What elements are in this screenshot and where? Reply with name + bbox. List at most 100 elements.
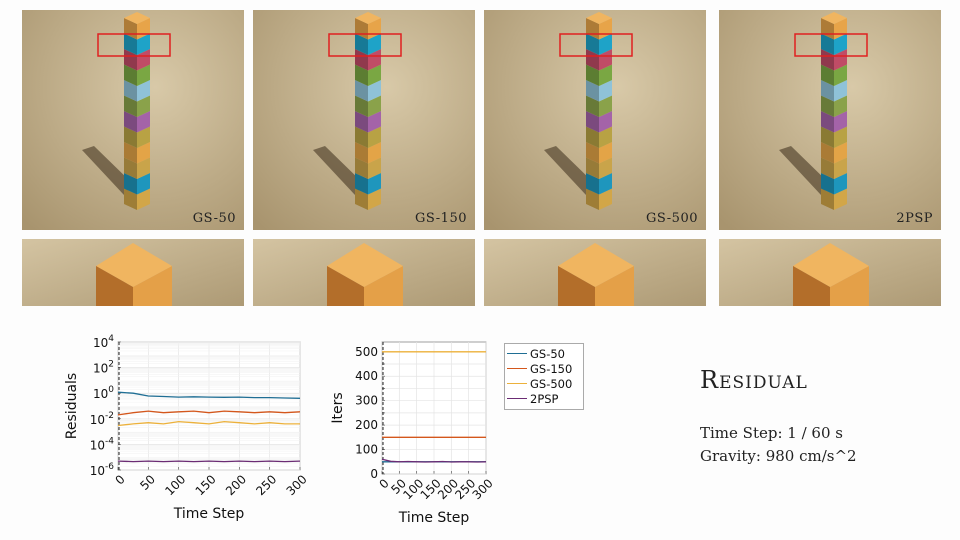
block-left-face <box>124 173 137 195</box>
zoom-panel-gs50 <box>22 239 244 306</box>
block-left-face <box>124 33 137 55</box>
highlight-box <box>794 33 868 57</box>
block-right-face <box>364 266 403 306</box>
series-line-gs500 <box>117 420 300 427</box>
block-left-face <box>821 173 834 195</box>
panel-label: GS-50 <box>192 211 236 226</box>
block-right-face <box>834 173 847 195</box>
block-left-face <box>355 64 368 86</box>
block-left-face <box>124 126 137 148</box>
block-right-face <box>599 64 612 86</box>
render-panel-gs50: GS-50 <box>22 10 244 230</box>
block-right-face <box>834 64 847 86</box>
block-left-face <box>821 142 834 164</box>
block-left-face <box>124 142 137 164</box>
y-tick-label: 10-6 <box>90 462 115 478</box>
page-title: Residual <box>700 366 808 394</box>
y-tick-label: 200 <box>355 418 378 432</box>
block-left-face <box>586 33 599 55</box>
block-right-face <box>834 49 847 71</box>
block-right-face <box>368 173 381 195</box>
x-axis-label: Time Step <box>398 510 470 526</box>
block-left-face <box>355 173 368 195</box>
legend-label: 2PSP <box>530 391 559 406</box>
block-right-face <box>834 111 847 133</box>
block-top-face <box>586 12 612 24</box>
tower-scene <box>484 10 706 230</box>
block-right-face <box>137 49 150 71</box>
y-tick-label: 100 <box>355 443 378 457</box>
block-left-face <box>821 80 834 102</box>
block-left-face <box>124 80 137 102</box>
x-tick-label: 0 <box>112 472 127 487</box>
block-right-face <box>599 49 612 71</box>
zoom-panel-2psp <box>719 239 941 306</box>
block-left-face <box>793 266 830 306</box>
x-tick-label: 50 <box>137 472 158 493</box>
block-left-face <box>586 64 599 86</box>
block-right-face <box>137 64 150 86</box>
chart-legend: GS-50 GS-150 GS-500 2PSP <box>504 343 584 410</box>
block-left-face <box>355 49 368 71</box>
block-left-face <box>355 111 368 133</box>
block-top-face <box>96 243 172 287</box>
block-left-face <box>355 188 368 210</box>
block-left-face <box>124 157 137 179</box>
block-top-face <box>821 12 847 24</box>
block-right-face <box>599 188 612 210</box>
block-left-face <box>586 95 599 117</box>
zoom-panel-gs500 <box>484 239 706 306</box>
block-right-face <box>137 33 150 55</box>
legend-item-gs500: GS-500 <box>507 376 572 391</box>
block-right-face <box>137 188 150 210</box>
zoom-top-block <box>22 239 244 306</box>
block-left-face <box>355 126 368 148</box>
block-right-face <box>133 266 172 306</box>
block-left-face <box>327 266 364 306</box>
tower-shadow <box>313 146 365 195</box>
block-left-face <box>355 33 368 55</box>
block-right-face <box>137 173 150 195</box>
time-step-text: Time Step: 1 / 60 s <box>700 424 843 442</box>
block-right-face <box>830 266 869 306</box>
tower-shadow <box>82 146 134 195</box>
x-tick-label: 100 <box>162 472 188 498</box>
block-right-face <box>599 142 612 164</box>
x-tick-label: 200 <box>223 472 249 498</box>
legend-swatch <box>507 368 527 369</box>
legend-item-gs50: GS-50 <box>507 346 565 361</box>
y-tick-label: 104 <box>93 334 114 350</box>
block-top-face <box>355 12 381 24</box>
block-left-face <box>586 142 599 164</box>
series-line-gs50 <box>117 391 301 399</box>
legend-swatch <box>507 398 527 399</box>
block-right-face <box>137 80 150 102</box>
series-line-2psp <box>381 458 487 463</box>
render-panel-gs150: GS-150 <box>253 10 475 230</box>
block-right-face <box>599 95 612 117</box>
block-left-face <box>821 49 834 71</box>
block-right-face <box>834 157 847 179</box>
block-left-face <box>821 188 834 210</box>
zoom-panel-gs150 <box>253 239 475 306</box>
y-tick-label: 0 <box>370 467 378 481</box>
block-right-face <box>599 126 612 148</box>
block-right-face <box>834 188 847 210</box>
block-left-face <box>586 49 599 71</box>
gravity-text: Gravity: 980 cm/s^2 <box>700 447 857 465</box>
legend-item-gs150: GS-150 <box>507 361 572 376</box>
tower-scene <box>719 10 941 230</box>
legend-label: GS-50 <box>530 346 565 361</box>
block-top-face <box>124 12 150 24</box>
block-right-face <box>368 188 381 210</box>
block-right-face <box>368 111 381 133</box>
block-left-face <box>821 126 834 148</box>
block-top-face <box>793 243 869 287</box>
block-right-face <box>595 266 634 306</box>
highlight-box <box>328 33 402 57</box>
y-tick-label: 400 <box>355 369 378 383</box>
x-axis-label: Time Step <box>173 506 245 522</box>
legend-label: GS-150 <box>530 361 573 376</box>
block-right-face <box>834 142 847 164</box>
